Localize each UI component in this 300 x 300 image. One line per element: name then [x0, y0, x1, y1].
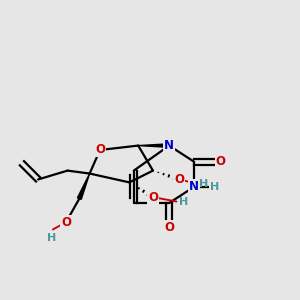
Text: O: O — [61, 216, 71, 229]
Text: H: H — [179, 196, 188, 206]
Text: O: O — [148, 190, 158, 204]
Polygon shape — [138, 144, 169, 147]
Text: O: O — [164, 220, 174, 234]
Text: H: H — [210, 182, 219, 192]
Text: N: N — [189, 180, 199, 193]
Text: H: H — [200, 179, 209, 189]
Text: N: N — [164, 139, 174, 152]
Text: H: H — [47, 233, 56, 243]
Polygon shape — [77, 174, 90, 200]
Text: O: O — [174, 173, 184, 186]
Text: O: O — [216, 155, 226, 168]
Text: O: O — [95, 143, 105, 157]
